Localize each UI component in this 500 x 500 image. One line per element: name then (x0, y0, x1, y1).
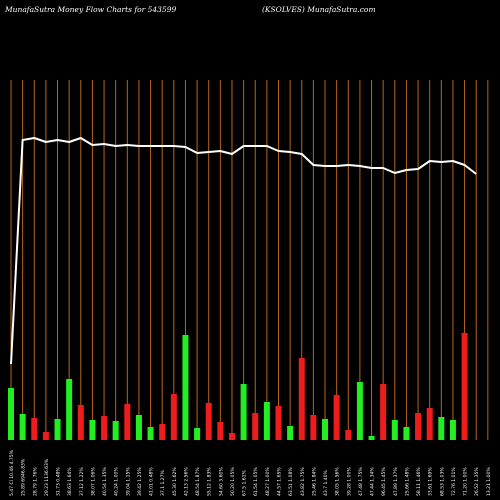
bar (205, 403, 212, 440)
bar (77, 405, 84, 440)
x-tick-label: 47.89 1.37% (393, 467, 399, 496)
x-tick-label: 26.52 1.35% (474, 467, 480, 496)
bar (298, 358, 305, 440)
bar (19, 414, 26, 440)
vertical-grid (10, 80, 489, 440)
chart-header-right: (KSOLVES) MunafaSutra.com (262, 5, 376, 14)
x-tick-label: 96.45 1.45% (381, 467, 387, 496)
x-tick-label: 38.07 1.06% (90, 467, 96, 496)
x-tick-label: 13.21 1.00% (486, 467, 492, 496)
x-tick-label: 61.54 1.05% (253, 467, 259, 496)
bar (252, 413, 259, 440)
x-tick-label: 47.44 1.34% (370, 467, 376, 496)
x-tick-label: 31.73 0.48% (56, 467, 62, 496)
bar (54, 419, 61, 440)
bar (159, 424, 166, 440)
bar (8, 388, 14, 440)
bar (403, 427, 410, 440)
x-tick-label: 37.1 1.27% (160, 470, 166, 496)
bar (380, 384, 387, 440)
x-tick-label: 45.30 1.62% (172, 467, 178, 496)
x-tick-label: 63.51 1.08% (288, 467, 294, 496)
bar (217, 422, 224, 440)
bar (415, 413, 422, 440)
bar (112, 421, 119, 440)
x-tick-label: 44.57 1.65% (276, 467, 282, 496)
bar (438, 417, 445, 440)
bar (147, 427, 154, 440)
x-tick-label: 41.01 0.48% (149, 467, 155, 496)
bar (240, 384, 247, 440)
bar (449, 420, 456, 440)
x-tick-label: 39.42 1.25% (137, 467, 143, 496)
bar (101, 416, 108, 440)
x-tick-label: 39.04 1.15% (125, 467, 131, 496)
bar (345, 430, 352, 440)
bar (322, 419, 329, 440)
bar (66, 379, 73, 440)
bar (42, 432, 49, 440)
price-line-layer (10, 137, 477, 365)
bar (368, 436, 375, 440)
x-tick-label: 5.47 Cl 10.46 4.75% (9, 449, 15, 496)
x-tick-label: 38.05 1.56% (335, 467, 341, 496)
bar (194, 428, 201, 440)
x-tick-label: 25.66 1.48% (404, 467, 410, 496)
x-tick-label: 33.61 1.69% (428, 467, 434, 496)
x-tick-label: 48.54 1.87% (195, 467, 201, 496)
bar (426, 408, 433, 440)
x-tick-label: 43.82 1.75% (300, 467, 306, 496)
bar (89, 420, 96, 440)
chart-header-left: MunafaSutra Money Flow Charts for 543599 (5, 5, 177, 14)
x-tick-label: 39.28 1.00% (346, 467, 352, 496)
bar (275, 406, 282, 440)
volume-bars (8, 333, 468, 440)
x-tick-label: 55.12 1.83% (207, 467, 213, 496)
bar (356, 382, 363, 440)
x-tick-label: 28.79 1.76% (32, 467, 38, 496)
x-tick-label: 43.7 1.40% (323, 470, 329, 496)
bar (182, 335, 189, 440)
bar (228, 433, 235, 440)
bar (333, 395, 340, 440)
x-tick-label: 29.23 1136.63% (44, 458, 50, 496)
x-tick-label: 54.60 3.60% (218, 467, 224, 496)
bar (135, 415, 142, 440)
bar (310, 415, 317, 440)
x-tick-label: 42.13 2.56% (183, 467, 189, 496)
x-tick-label: 37.12 1.22% (79, 467, 85, 496)
x-tick-label: 40.24 1.00% (114, 467, 120, 496)
x-tick-label: 72.76 1.01% (451, 467, 457, 496)
bar (31, 418, 38, 440)
bar (170, 394, 177, 440)
x-tick-label: 68.53 1.03% (439, 467, 445, 496)
x-tick-label: 48.27 1.00% (265, 467, 271, 496)
bar (461, 333, 468, 440)
x-tick-label: 71.20 1.00% (463, 467, 469, 496)
bar (263, 402, 270, 440)
x-tick-label: 67.5 1.61% (242, 470, 248, 496)
x-tick-label: 25.89 6946.83% (21, 458, 27, 496)
bar (124, 404, 131, 440)
x-tick-label: 38.63 1.64% (67, 467, 73, 496)
bar (287, 426, 294, 440)
price-line (10, 137, 477, 365)
x-tick-label: 25.46 1.84% (311, 467, 317, 496)
x-tick-label: 47.48 1.75% (358, 467, 364, 496)
x-tick-label: 50.20 1.05% (230, 467, 236, 496)
x-tick-labels: 5.47 Cl 10.46 4.75% 25.89 6946.83% 28.79 1… (9, 449, 492, 496)
x-tick-label: 58.11 1.46% (416, 467, 422, 496)
bar (391, 420, 398, 440)
x-tick-label: 40.54 1.35% (102, 467, 108, 496)
